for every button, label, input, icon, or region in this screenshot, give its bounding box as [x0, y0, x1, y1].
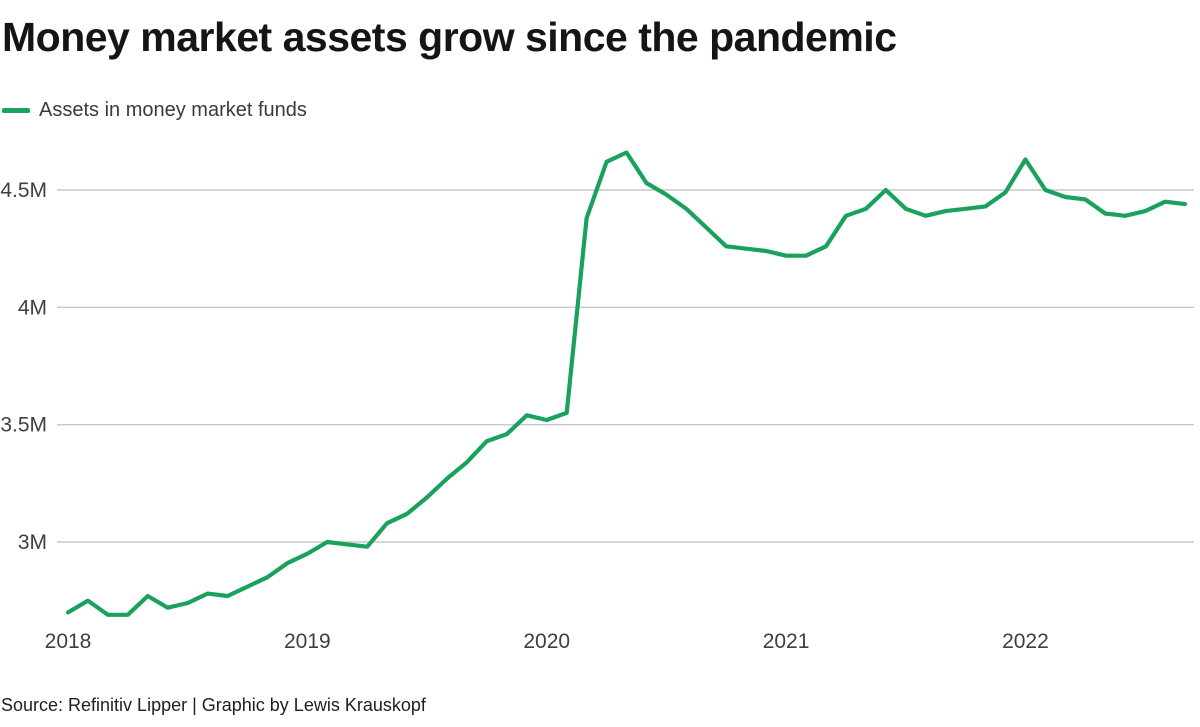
x-tick-label: 2019: [284, 630, 331, 653]
legend-series-label: Assets in money market funds: [39, 99, 307, 121]
y-tick-label: 3M: [18, 531, 47, 554]
y-axis-labels: 3M 3.5M 4M 4.5M: [0, 179, 47, 554]
legend: Assets in money market funds: [2, 99, 307, 122]
gridline-group: [57, 189, 1194, 543]
x-tick-label: 2018: [45, 630, 92, 653]
source-credit: Source: Refinitiv Lipper | Graphic by Le…: [1, 695, 426, 715]
x-tick-label: 2021: [763, 630, 810, 653]
y-tick-label: 4.5M: [0, 179, 47, 202]
x-tick-label: 2022: [1002, 630, 1049, 653]
chart-title: Money market assets grow since the pande…: [2, 14, 897, 60]
y-tick-label: 3.5M: [0, 414, 47, 437]
x-axis-labels: 2018 2019 2020 2021 2022: [45, 630, 1049, 653]
series-line: [65, 150, 1188, 617]
y-tick-label: 4M: [18, 296, 47, 319]
x-tick-label: 2020: [523, 630, 570, 653]
legend-line-swatch: [2, 108, 30, 113]
